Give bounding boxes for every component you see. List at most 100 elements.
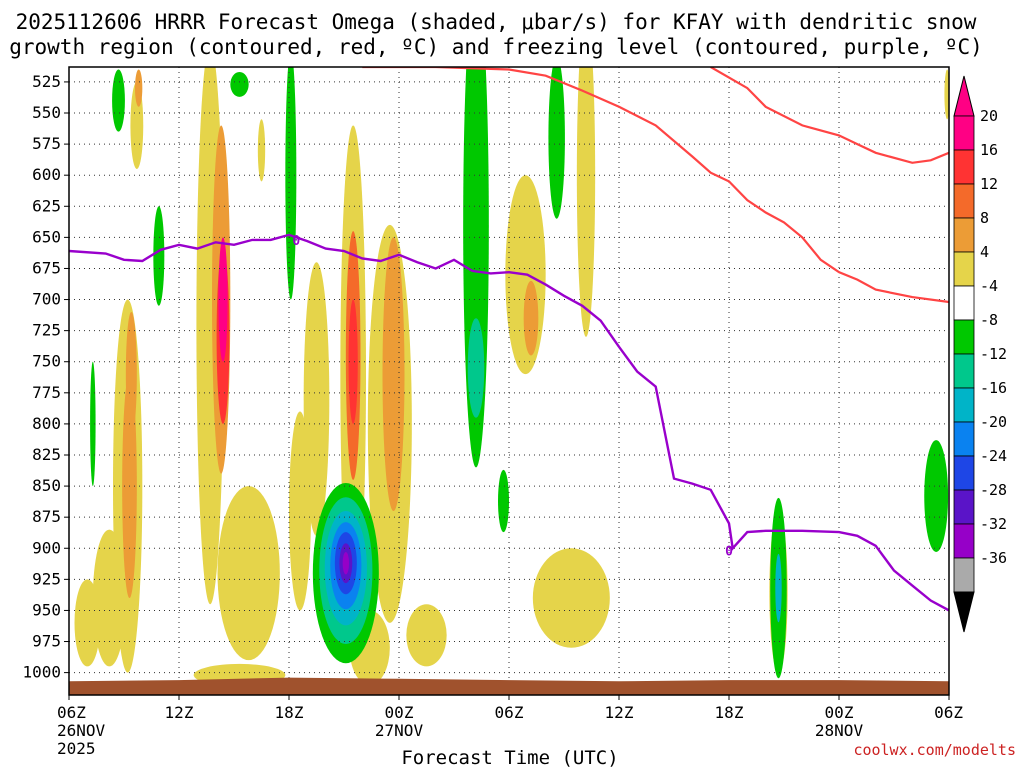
plot-area: 00 <box>69 67 949 695</box>
omega-cell-14 <box>382 237 405 511</box>
omega-cell-7 <box>217 486 280 661</box>
x-axis-title: Forecast Time (UTC) <box>401 747 618 768</box>
x-tick-date-0: 26NOV <box>57 721 106 740</box>
omega-cell-12 <box>348 299 358 424</box>
y-tick-label-575: 575 <box>32 134 61 153</box>
y-tick-label-975: 975 <box>32 632 61 651</box>
colorbar-label-12: -32 <box>980 515 1007 533</box>
y-tick-label-775: 775 <box>32 383 61 402</box>
freezing-level-label-0: 0 <box>292 234 300 249</box>
ground-surface <box>69 677 949 695</box>
omega-cell-20 <box>523 280 539 356</box>
x-tick-label-1: 12Z <box>165 703 194 722</box>
colorbar-swatch-0 <box>953 115 975 151</box>
colorbar-swatch-3 <box>953 217 975 253</box>
dendritic-contour-1 <box>710 67 949 164</box>
contour-lines: 00 <box>69 67 949 612</box>
colorbar-swatch-7 <box>953 353 975 389</box>
chart-title-line-2: growth region (contoured, red, ºC) and f… <box>9 35 983 59</box>
colorbar-label-4: 4 <box>980 243 989 261</box>
colorbar-label-6: -8 <box>980 311 998 329</box>
y-tick-label-700: 700 <box>32 290 61 309</box>
omega-cell-33 <box>285 67 297 300</box>
omega-cell-29 <box>944 69 949 120</box>
y-tick-label-950: 950 <box>32 600 61 619</box>
y-tick-label-600: 600 <box>32 165 61 184</box>
y-tick-label-625: 625 <box>32 196 61 215</box>
omega-cell-3 <box>218 237 228 362</box>
colorbar-swatch-12 <box>953 523 975 559</box>
colorbar-bottom-arrow <box>953 591 975 633</box>
y-tick-label-650: 650 <box>32 227 61 246</box>
ground-layer <box>69 677 949 695</box>
colorbar-swatch-5 <box>953 285 975 321</box>
x-tick-label-4: 06Z <box>495 703 524 722</box>
colorbar-swatch-13 <box>953 557 975 593</box>
freezing-level-label-1: 0 <box>725 545 733 560</box>
y-tick-label-550: 550 <box>32 103 61 122</box>
colorbar-label-7: -12 <box>980 345 1007 363</box>
colorbar-label-1: 16 <box>980 141 998 159</box>
omega-cell-9 <box>125 311 137 437</box>
chart-title-line-1: 2025112606 HRRR Forecast Omega (shaded, … <box>16 10 977 34</box>
omega-cell-35 <box>467 318 485 418</box>
y-tick-label-675: 675 <box>32 258 61 277</box>
y-tick-label-925: 925 <box>32 569 61 588</box>
omega-cell-17 <box>406 604 447 667</box>
colorbar-label-8: -16 <box>980 379 1007 397</box>
freezing-level-line <box>69 233 949 612</box>
omega-cell-24 <box>135 69 143 107</box>
colorbar-swatch-2 <box>953 183 975 219</box>
omega-cell-41 <box>775 553 782 623</box>
colorbar-swatch-6 <box>953 319 975 355</box>
omega-cell-8 <box>74 579 101 667</box>
omega-cell-22 <box>532 548 610 648</box>
y-tick-label-525: 525 <box>32 72 61 91</box>
omega-cell-21 <box>576 67 596 337</box>
omega-cell-15 <box>303 262 330 536</box>
x-tick-label-2: 18Z <box>275 703 304 722</box>
colorbar-label-11: -28 <box>980 481 1007 499</box>
dendritic-contour-0 <box>362 67 949 304</box>
x-tick-date-7: 28NOV <box>815 721 864 740</box>
omega-cell-32 <box>230 71 249 97</box>
colorbar-swatch-10 <box>953 455 975 491</box>
x-tick-date-3: 27NOV <box>375 721 424 740</box>
colorbar-swatch-4 <box>953 251 975 287</box>
y-tick-label-875: 875 <box>32 507 61 526</box>
x-tick-year-0: 2025 <box>57 739 96 758</box>
colorbar-swatch-9 <box>953 421 975 457</box>
colorbar-label-3: 8 <box>980 209 989 227</box>
colorbar-swatch-8 <box>953 387 975 423</box>
colorbar-label-5: -4 <box>980 277 998 295</box>
colorbar-label-0: 20 <box>980 107 998 125</box>
omega-cell-38 <box>498 469 509 533</box>
x-tick-label-0: 06Z <box>57 703 86 722</box>
omega-cell-48 <box>342 551 350 575</box>
y-tick-label-900: 900 <box>32 538 61 557</box>
colorbar-swatch-11 <box>953 489 975 525</box>
omega-cell-25 <box>257 119 266 182</box>
x-tick-label-3: 00Z <box>385 703 414 722</box>
omega-cell-30 <box>112 69 125 132</box>
omega-cell-16 <box>289 411 311 611</box>
omega-cell-36 <box>548 67 565 219</box>
credit-text: coolwx.com/modelts <box>853 741 1016 759</box>
omega-cell-6 <box>92 529 126 667</box>
x-tick-label-7: 00Z <box>825 703 854 722</box>
x-tick-label-8: 06Z <box>934 703 963 722</box>
omega-cell-31 <box>153 206 165 306</box>
colorbar-label-9: -20 <box>980 413 1007 431</box>
y-tick-label-850: 850 <box>32 476 61 495</box>
y-tick-label-825: 825 <box>32 445 61 464</box>
omega-cell-39 <box>924 440 949 552</box>
x-tick-label-5: 12Z <box>605 703 634 722</box>
colorbar-swatch-1 <box>953 149 975 185</box>
grid-lines <box>69 67 949 695</box>
y-tick-label-800: 800 <box>32 414 61 433</box>
y-tick-label-725: 725 <box>32 321 61 340</box>
y-tick-label-750: 750 <box>32 352 61 371</box>
y-tick-label-1000: 1000 <box>22 663 61 682</box>
